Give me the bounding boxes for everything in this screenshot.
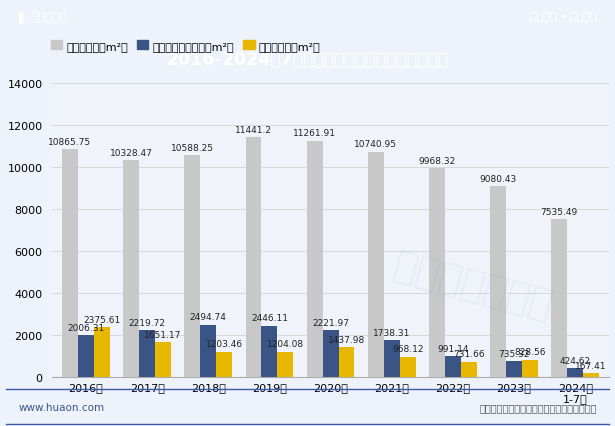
Text: 424.62: 424.62 <box>560 356 591 365</box>
Text: 华经产业研究院: 华经产业研究院 <box>389 246 556 325</box>
Text: 1738.31: 1738.31 <box>373 328 410 337</box>
Bar <box>506 362 522 377</box>
Bar <box>490 187 506 377</box>
Bar <box>323 331 338 377</box>
Text: www.huaon.com: www.huaon.com <box>18 403 105 412</box>
Text: 2219.72: 2219.72 <box>129 318 165 328</box>
Text: 731.66: 731.66 <box>453 350 485 359</box>
Text: 2016-2024年7月黑龙江省房地产施工及竣工面积: 2016-2024年7月黑龙江省房地产施工及竣工面积 <box>167 50 448 69</box>
Bar <box>277 352 293 377</box>
Bar <box>338 347 354 377</box>
Bar <box>461 362 477 377</box>
Text: 1203.46: 1203.46 <box>205 340 243 348</box>
Text: 1651.17: 1651.17 <box>145 330 181 339</box>
Text: 167.41: 167.41 <box>576 361 607 370</box>
Bar <box>245 138 261 377</box>
Bar <box>78 335 94 377</box>
Text: 10588.25: 10588.25 <box>171 143 214 152</box>
Bar <box>155 343 171 377</box>
Text: 10740.95: 10740.95 <box>354 140 397 149</box>
Text: 9080.43: 9080.43 <box>480 175 517 184</box>
Bar <box>522 360 538 377</box>
Bar <box>216 352 232 377</box>
Bar <box>583 374 599 377</box>
Text: 9968.32: 9968.32 <box>418 156 456 165</box>
Bar <box>445 356 461 377</box>
Text: 1204.08: 1204.08 <box>267 340 304 348</box>
Text: ▌ 华经情报网: ▌ 华经情报网 <box>18 11 66 24</box>
Text: 11441.2: 11441.2 <box>235 125 272 134</box>
Text: 2375.61: 2375.61 <box>83 315 121 324</box>
Text: 1437.98: 1437.98 <box>328 335 365 344</box>
Bar <box>200 325 216 377</box>
Text: 828.56: 828.56 <box>514 348 546 357</box>
Bar <box>368 152 384 377</box>
Text: 991.14: 991.14 <box>437 344 469 353</box>
Legend: 施工面积（万m²）, 新开工施工面积（万m²）, 竣工面积（万m²）: 施工面积（万m²）, 新开工施工面积（万m²）, 竣工面积（万m²） <box>47 37 325 56</box>
Text: 10865.75: 10865.75 <box>49 138 92 147</box>
Bar <box>307 141 323 377</box>
Bar <box>62 150 78 377</box>
Text: 968.12: 968.12 <box>392 345 423 354</box>
Bar <box>139 331 155 377</box>
Text: 2446.11: 2446.11 <box>251 314 288 322</box>
Text: 2221.97: 2221.97 <box>312 318 349 327</box>
Text: 专业严谨 • 客观科学: 专业严谨 • 客观科学 <box>530 12 597 23</box>
Bar <box>261 326 277 377</box>
Text: 10328.47: 10328.47 <box>109 149 153 158</box>
Bar <box>567 368 583 377</box>
Bar <box>400 357 416 377</box>
Text: 2006.31: 2006.31 <box>67 323 105 332</box>
Bar <box>123 161 139 377</box>
Bar <box>184 155 200 377</box>
Text: 7535.49: 7535.49 <box>541 207 578 216</box>
Bar <box>94 327 109 377</box>
Bar <box>384 341 400 377</box>
Bar <box>429 168 445 377</box>
Text: 735.32: 735.32 <box>498 349 530 358</box>
Text: 2494.74: 2494.74 <box>190 313 227 322</box>
Bar <box>552 219 567 377</box>
Text: 11261.91: 11261.91 <box>293 129 336 138</box>
Text: 数据来源：国家统计局；华经产业研究院整理: 数据来源：国家统计局；华经产业研究院整理 <box>479 403 597 412</box>
